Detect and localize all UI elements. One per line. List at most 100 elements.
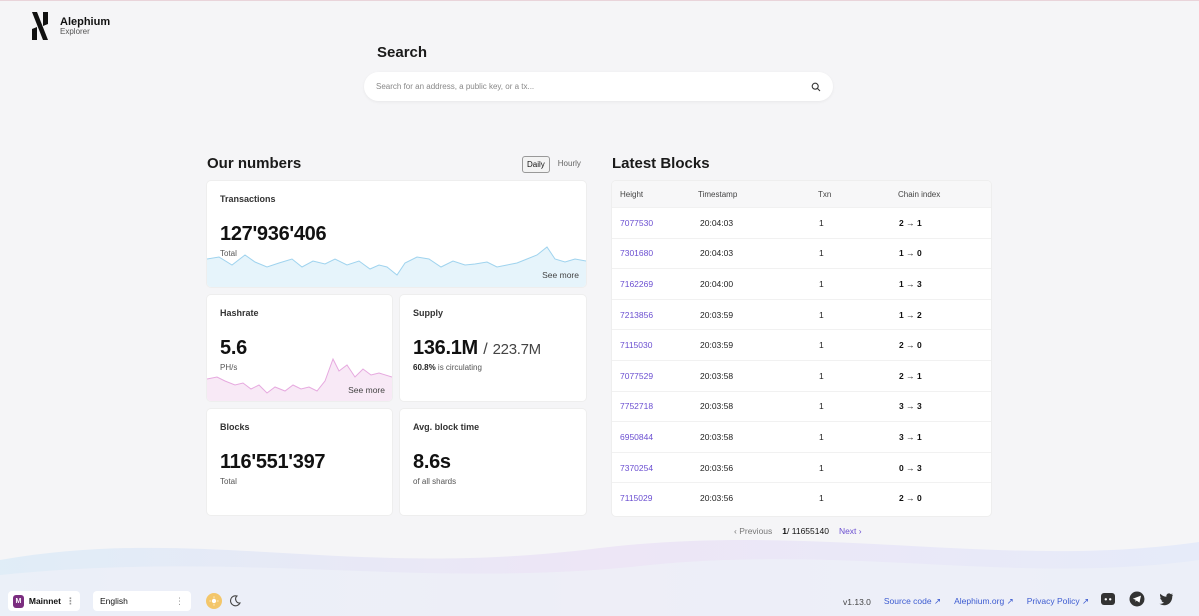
transactions-see-more[interactable]: See more <box>542 270 579 280</box>
table-row: 7077529 20:03:58 1 2 → 1 <box>612 359 991 391</box>
supply-card: Supply 136.1M / 223.7M 60.8% is circulat… <box>400 295 586 401</box>
block-chain-index: 2 → 1 <box>899 217 922 228</box>
block-txn-count: 1 <box>819 431 824 442</box>
brand-title: Alephium <box>60 15 111 28</box>
block-height-link[interactable]: 7077529 <box>620 370 654 381</box>
app-version: v1.13.0 <box>843 596 871 607</box>
search-bar[interactable] <box>364 72 833 101</box>
block-timestamp: 20:03:59 <box>700 309 734 320</box>
avg-block-time-value: 8.6s <box>413 451 451 473</box>
privacy-policy-link[interactable]: Privacy Policy ↗ <box>1027 596 1089 607</box>
pager-next-label: Next <box>838 526 857 536</box>
table-row: 7752718 20:03:58 1 3 → 3 <box>612 390 991 422</box>
supply-label: Supply <box>413 308 444 318</box>
pager-current-page: 1 <box>782 526 788 536</box>
language-menu-icon: ⋮ <box>175 595 184 606</box>
numbers-title: Our numbers <box>207 155 302 172</box>
block-timestamp: 20:04:03 <box>700 217 734 228</box>
search-icon[interactable] <box>811 82 821 92</box>
supply-value-group: 136.1M / 223.7M <box>413 337 541 360</box>
column-txn: Txn <box>818 189 832 199</box>
block-chain-index: 3 → 1 <box>899 431 922 442</box>
block-height-link[interactable]: 7301680 <box>620 248 654 259</box>
toggle-hourly[interactable]: Hourly <box>557 159 581 168</box>
source-code-link[interactable]: Source code ↗ <box>884 596 941 607</box>
sun-icon[interactable] <box>206 593 222 609</box>
hashrate-label: Hashrate <box>220 308 259 318</box>
block-chain-index: 1 → 3 <box>899 278 922 289</box>
brand-subtitle: Explorer <box>60 26 90 36</box>
hashrate-see-more[interactable]: See more <box>348 385 385 395</box>
table-row: 7213856 20:03:59 1 1 → 2 <box>612 298 991 330</box>
block-timestamp: 20:03:58 <box>700 431 734 442</box>
social-links <box>1100 591 1174 607</box>
block-height-link[interactable]: 7115030 <box>620 340 653 351</box>
pager-next[interactable]: Next › <box>838 526 862 536</box>
supply-circulating-text: 60.8% is circulating <box>413 363 482 372</box>
table-row: 7115029 20:03:56 1 2 → 0 <box>612 482 991 513</box>
network-select[interactable]: M Mainnet ⋮ <box>8 591 80 611</box>
network-badge: M <box>13 594 24 608</box>
block-txn-count: 1 <box>819 462 824 473</box>
column-height: Height <box>620 189 644 199</box>
table-row: 6950844 20:03:58 1 3 → 1 <box>612 421 991 452</box>
table-row: 7077530 20:04:03 1 2 → 1 <box>612 207 991 238</box>
block-height-link[interactable]: 7115029 <box>620 493 653 504</box>
block-chain-index: 0 → 3 <box>899 462 922 473</box>
block-height-link[interactable]: 7077530 <box>620 217 654 228</box>
language-select[interactable]: English ⋮ <box>93 591 191 611</box>
table-row: 7162269 20:04:00 1 1 → 3 <box>612 268 991 299</box>
block-chain-index: 3 → 3 <box>899 401 922 412</box>
block-txn-count: 1 <box>819 401 824 412</box>
twitter-icon[interactable] <box>1158 591 1174 607</box>
avg-block-time-sub: of all shards <box>413 477 457 486</box>
transactions-value: 127'936'406 <box>220 223 327 245</box>
table-row: 7115030 20:03:59 1 2 → 0 <box>612 329 991 360</box>
blocks-sub: Total <box>220 477 237 486</box>
discord-icon[interactable] <box>1100 591 1116 607</box>
block-height-link[interactable]: 7162269 <box>620 278 654 289</box>
external-link-icon: ↗ <box>1082 596 1090 606</box>
pager-previous-label: Previous <box>739 526 773 536</box>
block-chain-index: 2 → 0 <box>899 493 922 504</box>
search-input[interactable] <box>376 82 811 91</box>
table-row: 7301680 20:04:03 1 1 → 0 <box>612 237 991 269</box>
transactions-sub: Total <box>220 249 237 258</box>
network-menu-icon: ⋮ <box>66 595 75 606</box>
theme-toggle <box>206 593 242 609</box>
avg-block-time-label: Avg. block time <box>413 422 480 432</box>
pager-status: 1/ 11655140 <box>782 526 829 536</box>
language-label: English <box>100 596 128 606</box>
block-txn-count: 1 <box>819 309 824 320</box>
telegram-icon[interactable] <box>1129 591 1145 607</box>
hashrate-unit: PH/s <box>220 363 238 372</box>
search-title: Search <box>377 44 428 61</box>
latest-blocks-title: Latest Blocks <box>612 155 710 172</box>
moon-icon[interactable] <box>228 594 242 608</box>
block-height-link[interactable]: 7752718 <box>620 401 654 412</box>
hashrate-value: 5.6 <box>220 337 247 359</box>
block-height-link[interactable]: 6950844 <box>620 431 654 442</box>
block-timestamp: 20:03:56 <box>700 493 734 504</box>
blocks-label: Blocks <box>220 422 250 432</box>
alephium-org-label: Alephium.org <box>954 596 1005 606</box>
block-height-link[interactable]: 7213856 <box>620 309 654 320</box>
latest-blocks-table: Height Timestamp Txn Chain index 7077530… <box>612 181 991 516</box>
table-row: 7370254 20:03:56 1 0 → 3 <box>612 451 991 483</box>
block-timestamp: 20:03:56 <box>700 462 734 473</box>
brand-logo[interactable]: Alephium Explorer <box>30 12 110 40</box>
hashrate-sparkline <box>207 357 392 401</box>
alephium-org-link[interactable]: Alephium.org ↗ <box>954 596 1014 607</box>
pager-previous[interactable]: ‹ Previous <box>734 526 773 536</box>
block-chain-index: 2 → 1 <box>899 370 922 381</box>
block-timestamp: 20:04:00 <box>700 278 734 289</box>
alephium-logo-icon <box>32 12 48 40</box>
block-chain-index: 1 → 2 <box>899 309 922 320</box>
block-txn-count: 1 <box>819 340 824 351</box>
interval-toggle: Daily Hourly <box>522 156 585 173</box>
toggle-daily[interactable]: Daily <box>522 156 550 173</box>
block-height-link[interactable]: 7370254 <box>620 462 654 473</box>
transactions-card: Transactions 127'936'406 Total See more <box>207 181 586 287</box>
column-timestamp: Timestamp <box>698 189 738 199</box>
footer-links: v1.13.0 Source code ↗ Alephium.org ↗ Pri… <box>843 596 1089 607</box>
